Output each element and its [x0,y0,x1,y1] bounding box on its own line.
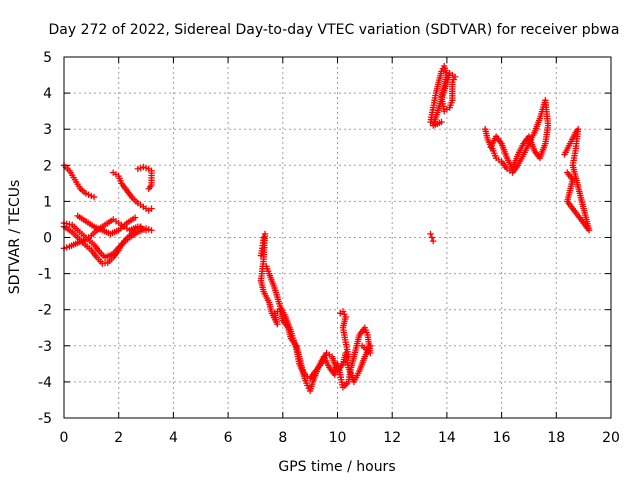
series-9 [337,308,352,360]
data-point [260,234,267,241]
chart-title: Day 272 of 2022, Sidereal Day-to-day VTE… [48,22,619,38]
series-12 [481,97,552,176]
data-point [345,353,352,360]
y-axis-label: SDTVAR / TECUs [7,180,23,295]
y-tick-label: 0 [43,231,52,247]
data-point [137,223,144,230]
y-tick-label: -1 [38,267,52,283]
series-5 [110,169,155,214]
y-tick-label: 4 [43,86,52,102]
x-tick-label: 6 [224,430,233,446]
x-tick-label: 18 [547,430,565,446]
series-13 [561,126,593,234]
x-tick-label: 16 [493,430,511,446]
data-point [438,118,445,126]
x-tick-label: 8 [278,430,287,446]
y-tick-label: 1 [43,194,52,210]
series-4 [74,212,139,238]
x-tick-label: 14 [438,430,456,446]
x-tick-label: 2 [114,430,123,446]
x-axis-label: GPS time / hours [278,459,395,475]
data-point [367,342,374,349]
data-point [148,227,155,234]
data-points [60,62,593,395]
data-point [148,205,155,212]
data-point [131,214,139,221]
plot-frame [63,56,612,419]
series-0 [60,162,98,201]
series-11 [427,230,437,245]
data-point [90,193,98,201]
data-point [487,144,494,151]
series-3 [60,223,144,267]
data-point [358,342,366,349]
y-tick-label: -4 [38,375,52,391]
x-tick-label: 12 [383,430,401,446]
y-tick-label: -3 [38,339,52,355]
x-tick-label: 10 [329,430,347,446]
data-point [142,227,150,234]
data-point [428,234,436,241]
y-tick-label: 3 [43,122,52,138]
x-tick-label: 4 [169,430,178,446]
data-point [564,169,571,176]
y-tick-label: -5 [38,411,52,427]
series-8 [263,263,374,386]
series-6 [134,163,155,192]
y-tick-label: 5 [43,50,52,66]
y-tick-label: -2 [38,303,52,319]
data-point [145,185,152,192]
data-point [427,230,434,238]
series-10 [427,62,459,129]
x-tick-label: 20 [602,430,620,446]
data-point [430,237,437,245]
y-tick-label: 2 [43,158,52,174]
x-tick-label: 0 [60,430,69,446]
